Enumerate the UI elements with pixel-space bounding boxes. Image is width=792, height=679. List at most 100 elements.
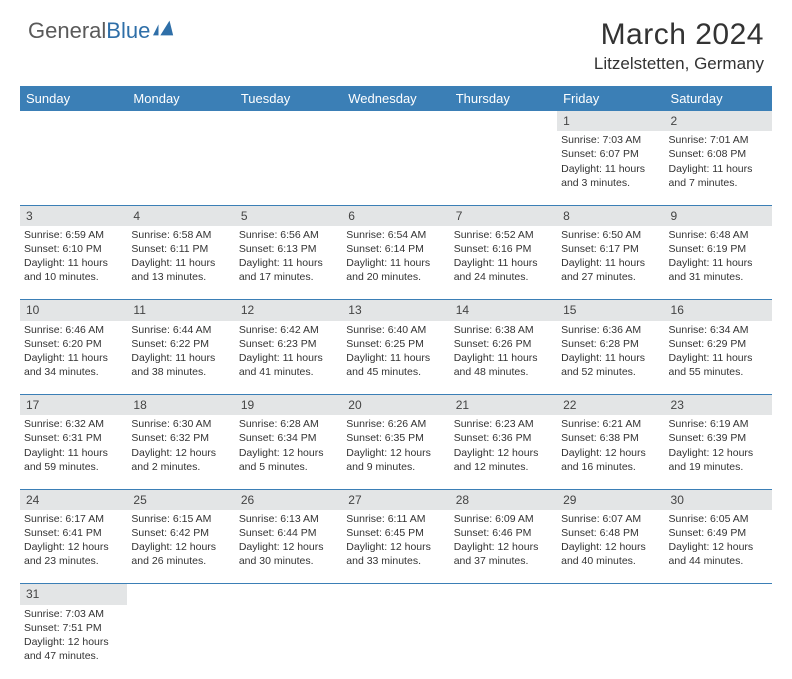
- day-cell: [20, 131, 127, 205]
- sunrise-line: Sunrise: 7:03 AM: [24, 607, 123, 621]
- day-cell: Sunrise: 7:03 AMSunset: 7:51 PMDaylight:…: [20, 605, 127, 679]
- flag-icon: [153, 20, 175, 36]
- sunset-line: Sunset: 6:36 PM: [454, 431, 553, 445]
- daylight-line: Daylight: 12 hours and 26 minutes.: [131, 540, 230, 568]
- sunset-line: Sunset: 6:23 PM: [239, 337, 338, 351]
- sunset-line: Sunset: 6:39 PM: [669, 431, 768, 445]
- day-number: 24: [20, 489, 127, 510]
- calendar-table: SundayMondayTuesdayWednesdayThursdayFrid…: [20, 86, 772, 679]
- daylight-line: Daylight: 12 hours and 37 minutes.: [454, 540, 553, 568]
- sunrise-line: Sunrise: 6:34 AM: [669, 323, 768, 337]
- sunset-line: Sunset: 6:26 PM: [454, 337, 553, 351]
- sunset-line: Sunset: 6:38 PM: [561, 431, 660, 445]
- day-data-row: Sunrise: 6:59 AMSunset: 6:10 PM Daylight:…: [20, 226, 772, 300]
- daylight-line: Daylight: 12 hours and 2 minutes.: [131, 446, 230, 474]
- day-data-row: Sunrise: 6:17 AMSunset: 6:41 PMDaylight:…: [20, 510, 772, 584]
- sunset-line: Sunset: 6:44 PM: [239, 526, 338, 540]
- sunrise-line: Sunrise: 6:58 AM: [131, 228, 230, 242]
- day-cell: Sunrise: 6:42 AMSunset: 6:23 PMDaylight:…: [235, 321, 342, 395]
- day-cell: [342, 605, 449, 679]
- sunrise-line: Sunrise: 7:03 AM: [561, 133, 660, 147]
- day-number: 2: [665, 111, 772, 131]
- sunrise-line: Sunrise: 6:21 AM: [561, 417, 660, 431]
- day-cell: Sunrise: 6:07 AMSunset: 6:48 PMDaylight:…: [557, 510, 664, 584]
- sunrise-line: Sunrise: 6:52 AM: [454, 228, 553, 242]
- day-cell: Sunrise: 6:36 AMSunset: 6:28 PMDaylight:…: [557, 321, 664, 395]
- daylight-line: Daylight: 11 hours and 38 minutes.: [131, 351, 230, 379]
- day-cell: Sunrise: 6:11 AMSunset: 6:45 PMDaylight:…: [342, 510, 449, 584]
- day-number: 12: [235, 300, 342, 321]
- sunset-line: Sunset: 6:20 PM: [24, 337, 123, 351]
- day-cell: Sunrise: 6:19 AMSunset: 6:39 PMDaylight:…: [665, 415, 772, 489]
- sunrise-line: Sunrise: 6:09 AM: [454, 512, 553, 526]
- sunrise-line: Sunrise: 6:17 AM: [24, 512, 123, 526]
- logo: GeneralBlue: [28, 18, 175, 44]
- day-header-row: SundayMondayTuesdayWednesdayThursdayFrid…: [20, 86, 772, 111]
- sunset-line: Sunset: 6:22 PM: [131, 337, 230, 351]
- day-cell: Sunrise: 6:56 AMSunset: 6:13 PMDaylight:…: [235, 226, 342, 300]
- daylight-line: Daylight: 11 hours and 27 minutes.: [561, 256, 660, 284]
- day-number-row: 12: [20, 111, 772, 131]
- day-header: Saturday: [665, 86, 772, 111]
- daylight-line: Daylight: 12 hours and 19 minutes.: [669, 446, 768, 474]
- daylight-line: Daylight: 12 hours and 47 minutes.: [24, 635, 123, 663]
- sunrise-line: Sunrise: 6:54 AM: [346, 228, 445, 242]
- sunset-line: Sunset: 6:14 PM: [346, 242, 445, 256]
- sunset-line: Sunset: 6:35 PM: [346, 431, 445, 445]
- sunset-line: Sunset: 6:07 PM: [561, 147, 660, 161]
- sunset-line: Sunset: 6:10 PM: [24, 242, 123, 256]
- sunrise-line: Sunrise: 6:23 AM: [454, 417, 553, 431]
- day-cell: Sunrise: 6:48 AMSunset: 6:19 PMDaylight:…: [665, 226, 772, 300]
- day-cell: [235, 605, 342, 679]
- daylight-line: Daylight: 11 hours and 31 minutes.: [669, 256, 768, 284]
- daylight-line: Daylight: 11 hours and 17 minutes.: [239, 256, 338, 284]
- day-cell: Sunrise: 6:26 AMSunset: 6:35 PMDaylight:…: [342, 415, 449, 489]
- day-number: 7: [450, 205, 557, 226]
- day-data-row: Sunrise: 7:03 AMSunset: 6:07 PMDaylight:…: [20, 131, 772, 205]
- day-cell: Sunrise: 6:54 AMSunset: 6:14 PMDaylight:…: [342, 226, 449, 300]
- day-cell: Sunrise: 6:58 AMSunset: 6:11 PMDaylight:…: [127, 226, 234, 300]
- sunrise-line: Sunrise: 6:46 AM: [24, 323, 123, 337]
- day-cell: Sunrise: 6:23 AMSunset: 6:36 PMDaylight:…: [450, 415, 557, 489]
- daylight-line: Daylight: 11 hours and 41 minutes.: [239, 351, 338, 379]
- sunrise-line: Sunrise: 6:19 AM: [669, 417, 768, 431]
- daylight-line: Daylight: 12 hours and 5 minutes.: [239, 446, 338, 474]
- sunset-line: Sunset: 6:46 PM: [454, 526, 553, 540]
- day-data-row: Sunrise: 6:46 AMSunset: 6:20 PM Daylight:…: [20, 321, 772, 395]
- day-number: 22: [557, 395, 664, 416]
- day-header: Tuesday: [235, 86, 342, 111]
- day-number: [127, 584, 234, 605]
- sunrise-line: Sunrise: 6:07 AM: [561, 512, 660, 526]
- day-number-row: 31: [20, 584, 772, 605]
- daylight-line: Daylight: 12 hours and 33 minutes.: [346, 540, 445, 568]
- sunrise-line: Sunrise: 6:38 AM: [454, 323, 553, 337]
- day-number: [665, 584, 772, 605]
- sunrise-line: Sunrise: 6:30 AM: [131, 417, 230, 431]
- day-number-row: 17181920212223: [20, 395, 772, 416]
- day-cell: [235, 131, 342, 205]
- day-number: [450, 584, 557, 605]
- sunset-line: Sunset: 6:31 PM: [24, 431, 123, 445]
- sunrise-line: Sunrise: 6:26 AM: [346, 417, 445, 431]
- day-cell: Sunrise: 6:59 AMSunset: 6:10 PMDaylight:…: [20, 226, 127, 300]
- day-number: 17: [20, 395, 127, 416]
- day-header: Thursday: [450, 86, 557, 111]
- daylight-line: Daylight: 12 hours and 12 minutes.: [454, 446, 553, 474]
- sunset-line: Sunset: 6:19 PM: [669, 242, 768, 256]
- logo-text-2: Blue: [106, 18, 150, 44]
- day-number: 4: [127, 205, 234, 226]
- sunrise-line: Sunrise: 6:59 AM: [24, 228, 123, 242]
- location: Litzelstetten, Germany: [594, 54, 764, 74]
- sunset-line: Sunset: 6:16 PM: [454, 242, 553, 256]
- daylight-line: Daylight: 12 hours and 16 minutes.: [561, 446, 660, 474]
- day-number: 8: [557, 205, 664, 226]
- day-cell: Sunrise: 6:34 AMSunset: 6:29 PMDaylight:…: [665, 321, 772, 395]
- day-number: 16: [665, 300, 772, 321]
- day-number: 23: [665, 395, 772, 416]
- daylight-line: Daylight: 11 hours and 45 minutes.: [346, 351, 445, 379]
- sunset-line: Sunset: 6:34 PM: [239, 431, 338, 445]
- day-header: Sunday: [20, 86, 127, 111]
- header: GeneralBlue March 2024 Litzelstetten, Ge…: [0, 0, 792, 80]
- day-number: [450, 111, 557, 131]
- day-number: [235, 584, 342, 605]
